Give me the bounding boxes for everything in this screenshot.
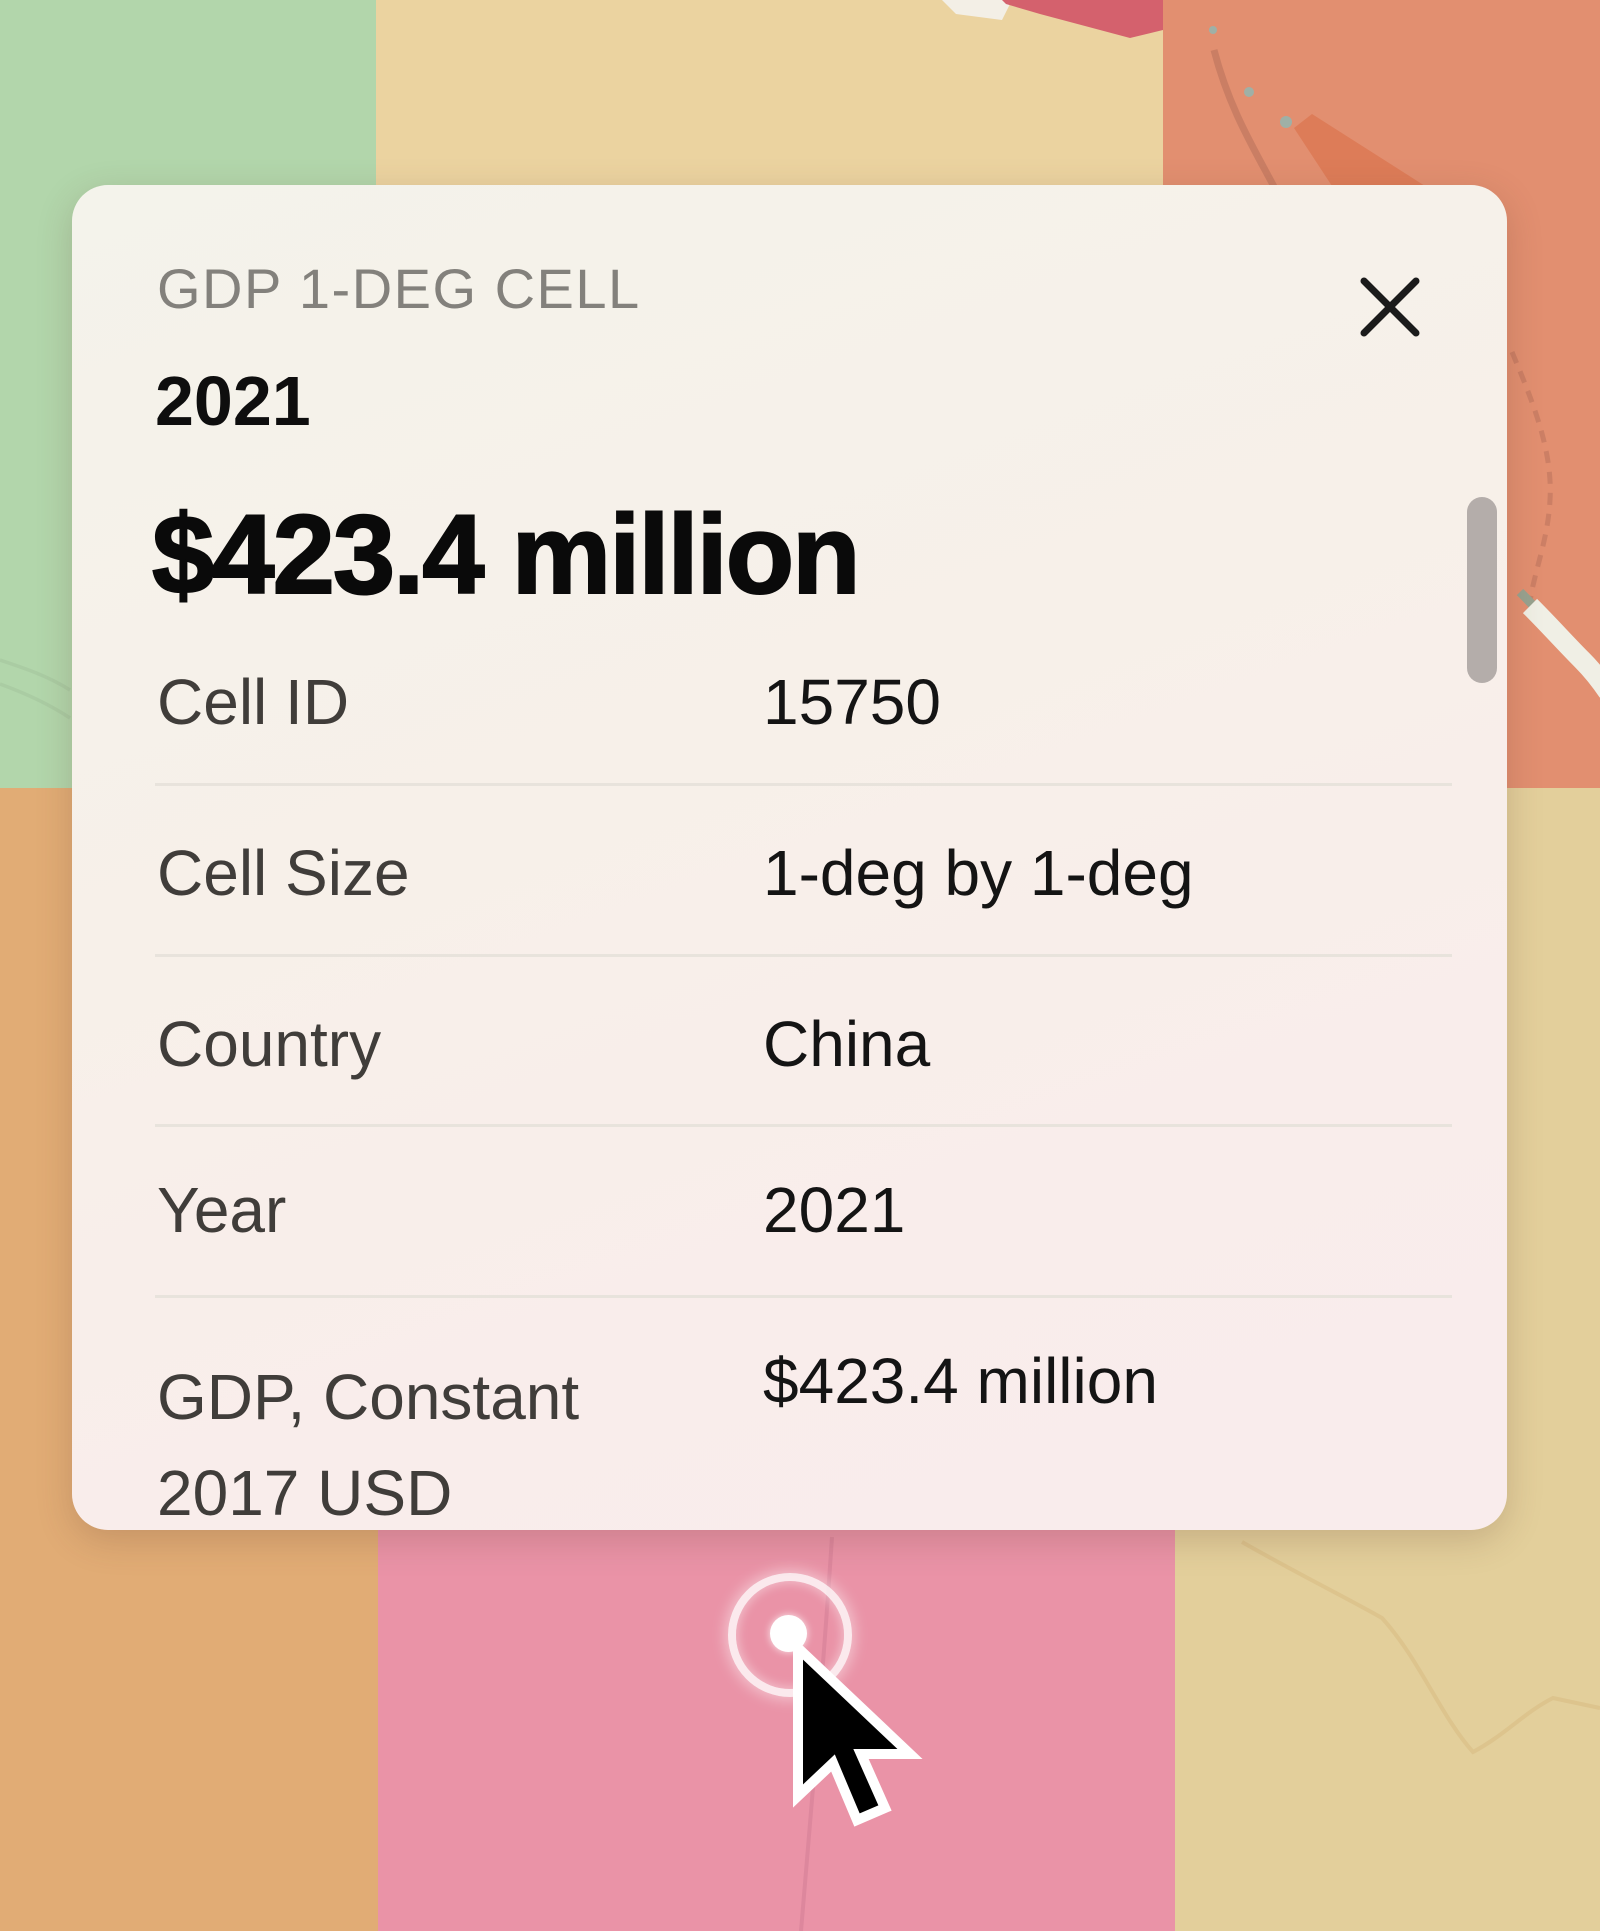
map-road-green [0,658,71,692]
click-ring [728,1573,852,1697]
row-value-cell-id: 15750 [763,666,941,738]
row-value-year: 2021 [763,1174,906,1246]
map-cell-red-fragment[interactable] [1002,0,1163,38]
row-label-cell-id: Cell ID [157,666,350,738]
map-islet-dot [1280,116,1292,128]
map-dashed-boundary [1509,351,1553,603]
map-road-tan [1241,1540,1600,1755]
row-divider [155,954,1452,957]
popup-year-title: 2021 [155,362,311,440]
map-coastline [1522,598,1600,698]
row-value-gdp: $423.4 million [763,1345,1158,1417]
popup-scrollbar-thumb[interactable] [1467,497,1497,683]
row-value-cell-size: 1-deg by 1-deg [763,837,1194,909]
close-button[interactable] [1346,263,1434,351]
row-value-country: China [763,1008,931,1080]
row-divider [155,1124,1452,1127]
row-divider [155,1295,1452,1298]
row-label-year: Year [157,1174,287,1246]
map-islet-dot [1244,87,1254,97]
row-label-gdp: GDP, Constant 2017 USD [157,1361,580,1529]
mouse-cursor [793,1642,923,1827]
popup-headline-value: $423.4 million [151,492,862,617]
close-icon [1360,277,1420,337]
popup-kicker: GDP 1-DEG CELL [157,257,641,320]
map-islet-dot [1209,26,1217,34]
row-divider [155,783,1452,786]
map-lake-spot [942,0,1012,20]
map-bright-orange-patch [1294,114,1425,186]
row-label-country: Country [157,1008,382,1080]
map-road-green [0,682,71,720]
info-popup: GDP 1-DEG CELL 2021 $423.4 million Cell … [72,185,1507,1530]
row-label-cell-size: Cell Size [157,837,410,909]
